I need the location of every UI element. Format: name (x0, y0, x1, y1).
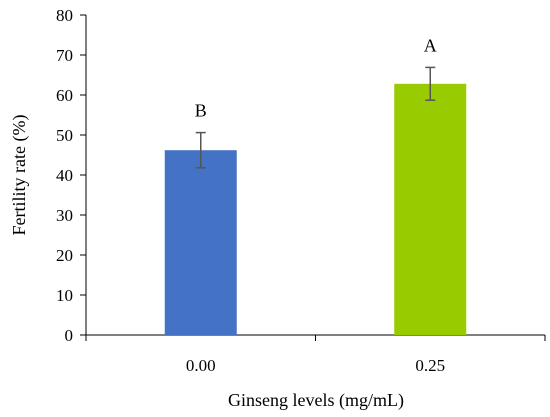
x-tick-label: 0.25 (415, 356, 445, 375)
y-tick-label: 30 (56, 206, 73, 225)
bars: BA (164, 35, 467, 335)
y-tick-label: 10 (56, 286, 73, 305)
bar-1 (164, 150, 237, 335)
y-axis: 0 10 20 30 40 50 60 70 80 (56, 6, 87, 345)
x-tick-label: 0.00 (186, 356, 216, 375)
y-tick-label: 40 (56, 166, 73, 185)
y-tick-label: 0 (65, 326, 74, 345)
y-axis-title: Fertility rate (%) (9, 115, 30, 236)
y-tick-label: 60 (56, 86, 73, 105)
x-axis: 0.00 0.25 (85, 334, 546, 375)
x-axis-title: Ginseng levels (mg/mL) (228, 390, 404, 411)
y-tick-label: 20 (56, 246, 73, 265)
y-tick-label: 70 (56, 46, 73, 65)
significance-letter: B (195, 101, 207, 121)
y-tick-label: 50 (56, 126, 73, 145)
y-tick-label: 80 (56, 6, 73, 25)
bar-2 (394, 83, 467, 335)
significance-letter: A (424, 35, 437, 55)
